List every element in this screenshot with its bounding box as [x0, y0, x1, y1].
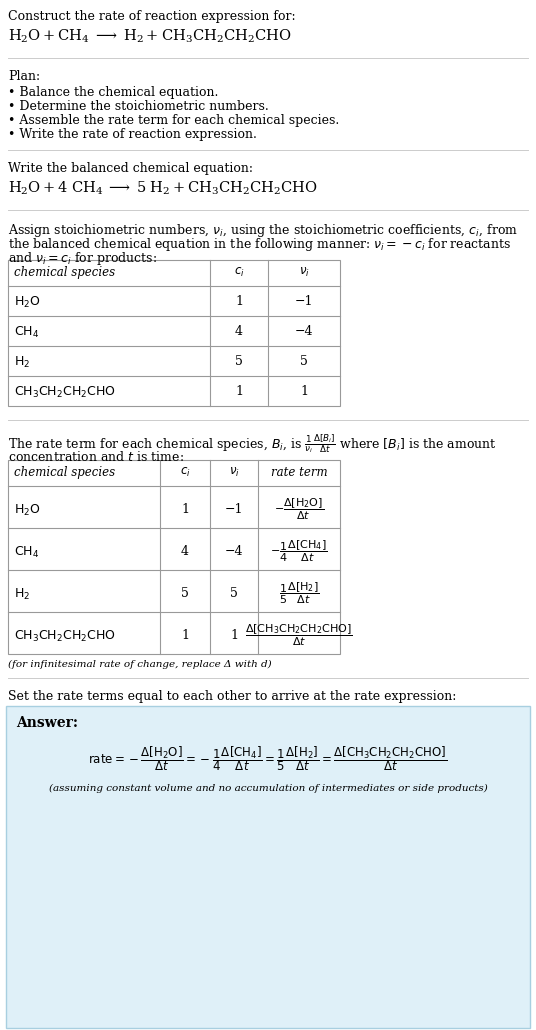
- Text: $\nu_i$: $\nu_i$: [299, 266, 309, 279]
- Text: $\mathregular{H_2O + 4\;CH_4 \;\longrightarrow\; 5\;H_2 + CH_3CH_2CH_2CHO}$: $\mathregular{H_2O + 4\;CH_4 \;\longrigh…: [8, 180, 318, 198]
- Text: $c_i$: $c_i$: [180, 466, 190, 479]
- Text: $\dfrac{\Delta[\mathrm{CH_3CH_2CH_2CHO}]}{\Delta t}$: $\dfrac{\Delta[\mathrm{CH_3CH_2CH_2CHO}]…: [245, 622, 353, 648]
- Text: $\mathrm{H_2}$: $\mathrm{H_2}$: [14, 355, 30, 370]
- Text: $\mathrm{CH_4}$: $\mathrm{CH_4}$: [14, 325, 39, 340]
- Text: 1: 1: [181, 629, 189, 642]
- Text: chemical species: chemical species: [14, 466, 115, 479]
- Text: concentration and $t$ is time:: concentration and $t$ is time:: [8, 450, 184, 464]
- Text: 5: 5: [230, 587, 238, 600]
- Text: $\mathrm{rate} = -\dfrac{\Delta[\mathrm{H_2O}]}{\Delta t} = -\dfrac{1}{4}\dfrac{: $\mathrm{rate} = -\dfrac{\Delta[\mathrm{…: [88, 744, 448, 772]
- Text: 1: 1: [181, 503, 189, 516]
- Text: the balanced chemical equation in the following manner: $\nu_i = -c_i$ for react: the balanced chemical equation in the fo…: [8, 236, 511, 253]
- Text: Assign stoichiometric numbers, $\nu_i$, using the stoichiometric coefficients, $: Assign stoichiometric numbers, $\nu_i$, …: [8, 222, 518, 239]
- Text: $\mathregular{H_2O + CH_4 \;\longrightarrow\; H_2 + CH_3CH_2CH_2CHO}$: $\mathregular{H_2O + CH_4 \;\longrightar…: [8, 28, 291, 45]
- Text: $\mathrm{CH_3CH_2CH_2CHO}$: $\mathrm{CH_3CH_2CH_2CHO}$: [14, 385, 116, 400]
- FancyBboxPatch shape: [6, 706, 530, 1028]
- Text: The rate term for each chemical species, $B_i$, is $\frac{1}{\nu_i}\frac{\Delta[: The rate term for each chemical species,…: [8, 432, 497, 455]
- Text: (for infinitesimal rate of change, replace Δ with d): (for infinitesimal rate of change, repla…: [8, 660, 272, 670]
- Text: 1: 1: [235, 295, 243, 308]
- Text: −1: −1: [225, 503, 243, 516]
- Text: Plan:: Plan:: [8, 70, 40, 83]
- Text: $\mathrm{CH_3CH_2CH_2CHO}$: $\mathrm{CH_3CH_2CH_2CHO}$: [14, 629, 116, 644]
- Text: Answer:: Answer:: [16, 716, 78, 730]
- Text: −1: −1: [295, 295, 313, 308]
- Text: • Determine the stoichiometric numbers.: • Determine the stoichiometric numbers.: [8, 100, 269, 113]
- Text: $-\dfrac{1}{4}\dfrac{\Delta[\mathrm{CH_4}]}{\Delta t}$: $-\dfrac{1}{4}\dfrac{\Delta[\mathrm{CH_4…: [270, 539, 328, 563]
- Text: • Balance the chemical equation.: • Balance the chemical equation.: [8, 85, 218, 99]
- Text: 1: 1: [300, 385, 308, 398]
- Text: 1: 1: [230, 629, 238, 642]
- Text: and $\nu_i = c_i$ for products:: and $\nu_i = c_i$ for products:: [8, 250, 157, 267]
- Bar: [8, 260, 340, 406]
- Text: 1: 1: [235, 385, 243, 398]
- Text: $\nu_i$: $\nu_i$: [228, 466, 240, 479]
- Text: 5: 5: [300, 355, 308, 368]
- Text: 4: 4: [235, 325, 243, 338]
- Text: $\mathrm{CH_4}$: $\mathrm{CH_4}$: [14, 545, 39, 560]
- Text: Set the rate terms equal to each other to arrive at the rate expression:: Set the rate terms equal to each other t…: [8, 690, 456, 703]
- Text: $\dfrac{1}{5}\dfrac{\Delta[\mathrm{H_2}]}{\Delta t}$: $\dfrac{1}{5}\dfrac{\Delta[\mathrm{H_2}]…: [279, 580, 319, 606]
- Text: Construct the rate of reaction expression for:: Construct the rate of reaction expressio…: [8, 10, 296, 23]
- Text: −4: −4: [225, 545, 243, 558]
- Text: $-\dfrac{\Delta[\mathrm{H_2O}]}{\Delta t}$: $-\dfrac{\Delta[\mathrm{H_2O}]}{\Delta t…: [274, 496, 324, 522]
- Text: $\mathrm{H_2}$: $\mathrm{H_2}$: [14, 587, 30, 603]
- Text: (assuming constant volume and no accumulation of intermediates or side products): (assuming constant volume and no accumul…: [49, 784, 487, 793]
- Text: 5: 5: [181, 587, 189, 600]
- Text: Write the balanced chemical equation:: Write the balanced chemical equation:: [8, 162, 253, 175]
- Text: $\mathrm{H_2O}$: $\mathrm{H_2O}$: [14, 295, 41, 310]
- Text: rate term: rate term: [271, 466, 327, 479]
- Text: 5: 5: [235, 355, 243, 368]
- Text: • Write the rate of reaction expression.: • Write the rate of reaction expression.: [8, 128, 257, 141]
- Bar: [8, 460, 340, 654]
- Text: chemical species: chemical species: [14, 266, 115, 279]
- Text: $\mathrm{H_2O}$: $\mathrm{H_2O}$: [14, 503, 41, 518]
- Text: 4: 4: [181, 545, 189, 558]
- Text: $c_i$: $c_i$: [234, 266, 244, 279]
- Text: −4: −4: [295, 325, 313, 338]
- Text: • Assemble the rate term for each chemical species.: • Assemble the rate term for each chemic…: [8, 114, 339, 127]
